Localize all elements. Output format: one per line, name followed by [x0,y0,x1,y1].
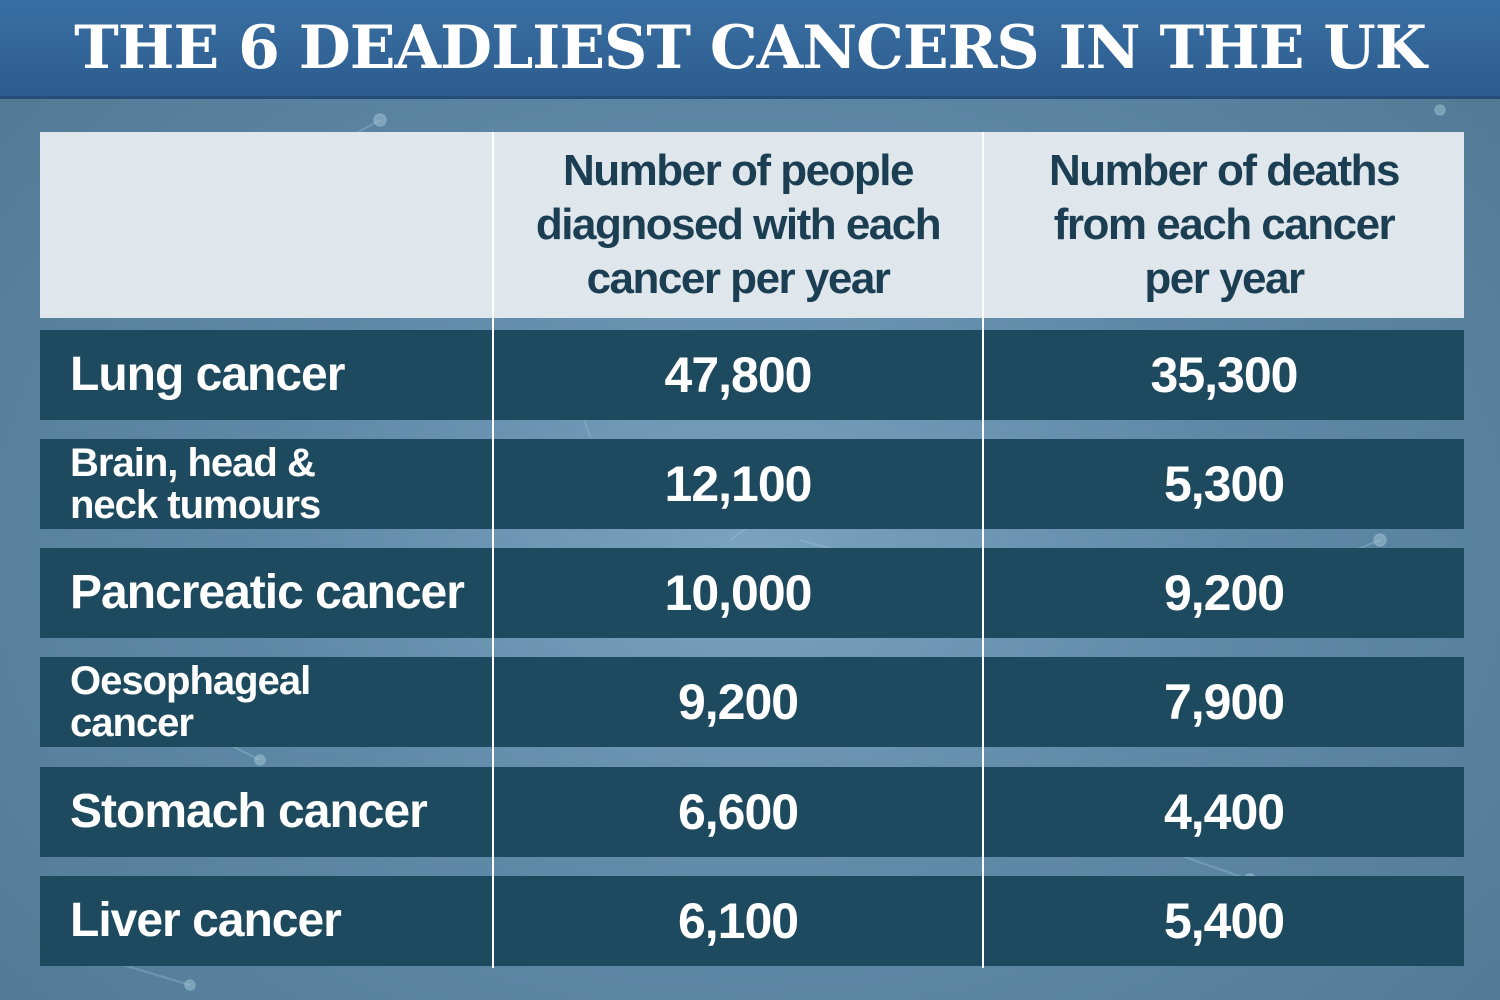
deaths-value: 7,900 [1163,674,1285,730]
diagnosed-value: 6,600 [677,784,799,840]
row-name-line: cancer [70,701,194,745]
row-name-line: Oesophageal [70,659,311,703]
table-row: Stomach cancer 6,600 4,400 [40,767,1464,857]
diagnosed-value: 47,800 [664,347,813,403]
table-row: Oesophageal cancer 9,200 7,900 [40,657,1464,747]
column-divider [982,132,984,968]
row-name-line: Liver cancer [70,894,342,947]
deaths-value: 9,200 [1163,565,1285,621]
header-diagnosed-line: cancer per year [586,254,891,303]
row-name-cell: Lung cancer [70,330,490,420]
header-deaths-line: from each cancer [1053,200,1396,249]
header-deaths-line: per year [1144,254,1305,303]
diagnosed-value: 12,100 [664,456,813,512]
row-name-line: Pancreatic cancer [70,566,465,619]
row-name-cell: Stomach cancer [70,767,490,857]
row-name-cell: Liver cancer [70,876,490,966]
header-diagnosed-line: diagnosed with each [535,200,942,249]
row-name-line: Stomach cancer [70,785,428,838]
column-divider [492,132,494,968]
row-name-line: Brain, head & [70,441,316,485]
row-name-cell: Oesophageal cancer [70,657,490,747]
header-diagnosed-line: Number of people [562,146,915,195]
row-name-cell: Brain, head & neck tumours [70,439,490,529]
header-cell-deaths: Number of deaths from each cancer per ye… [984,132,1464,318]
header-cell-diagnosed: Number of people diagnosed with each can… [494,132,982,318]
diagnosed-value: 9,200 [677,674,799,730]
row-name-line: neck tumours [70,483,321,527]
deaths-value: 35,300 [1150,347,1299,403]
chart-title: THE 6 DEADLIEST CANCERS IN THE UK [74,13,1427,83]
table-row: Pancreatic cancer 10,000 9,200 [40,548,1464,638]
deaths-value: 4,400 [1163,784,1285,840]
diagnosed-value: 10,000 [664,565,813,621]
table-row: Liver cancer 6,100 5,400 [40,876,1464,966]
row-name-cell: Pancreatic cancer [70,548,490,638]
header-deaths-line: Number of deaths [1048,146,1401,195]
table-row: Lung cancer 47,800 35,300 [40,330,1464,420]
deaths-value: 5,400 [1163,893,1285,949]
row-name-line: Lung cancer [70,348,345,401]
title-bar: THE 6 DEADLIEST CANCERS IN THE UK [0,0,1500,99]
table-row: Brain, head & neck tumours 12,100 5,300 [40,439,1464,529]
table-header-row: Number of people diagnosed with each can… [40,132,1464,318]
deaths-value: 5,300 [1163,456,1285,512]
header-cell-empty [40,132,492,318]
diagnosed-value: 6,100 [677,893,799,949]
